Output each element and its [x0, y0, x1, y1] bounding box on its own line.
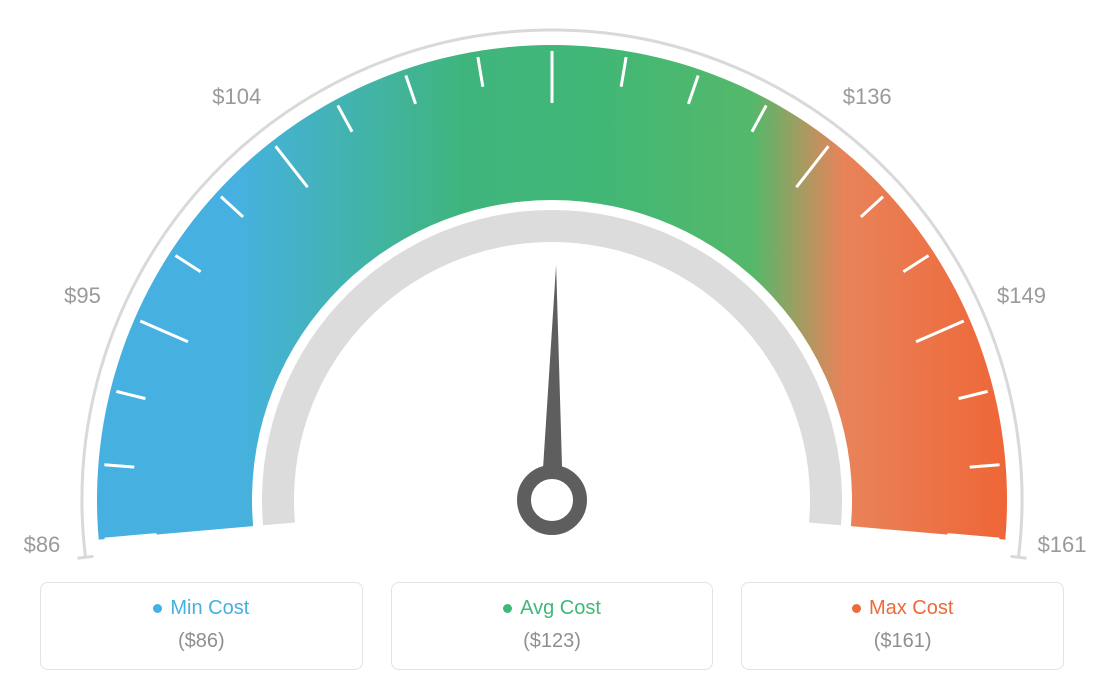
legend-label-min: Min Cost [170, 597, 249, 620]
gauge-tick-label: $95 [64, 283, 101, 309]
legend-card-avg: Avg Cost ($123) [391, 582, 714, 670]
gauge-tick-label: $149 [997, 283, 1046, 309]
legend-value-max: ($161) [752, 630, 1053, 653]
gauge-tick-label: $123 [528, 0, 577, 1]
legend-dot-max [852, 604, 861, 613]
legend-label-avg: Avg Cost [520, 597, 601, 620]
legend-row: Min Cost ($86) Avg Cost ($123) Max Cost … [40, 582, 1064, 670]
legend-dot-min [153, 604, 162, 613]
legend-title-avg: Avg Cost [503, 597, 601, 620]
legend-title-max: Max Cost [852, 597, 953, 620]
legend-value-avg: ($123) [402, 630, 703, 653]
gauge-tick-label: $161 [1038, 532, 1087, 558]
gauge-container: $86 $95 $104 $123 $136 $149 $161 [0, 0, 1104, 560]
legend-card-min: Min Cost ($86) [40, 582, 363, 670]
legend-dot-avg [503, 604, 512, 613]
legend-card-max: Max Cost ($161) [741, 582, 1064, 670]
gauge-svg [0, 0, 1104, 560]
legend-title-min: Min Cost [153, 597, 249, 620]
gauge-tick-label: $136 [843, 84, 892, 110]
gauge-tick-label: $104 [212, 84, 261, 110]
legend-label-max: Max Cost [869, 597, 953, 620]
legend-value-min: ($86) [51, 630, 352, 653]
gauge-tick-label: $86 [24, 532, 61, 558]
